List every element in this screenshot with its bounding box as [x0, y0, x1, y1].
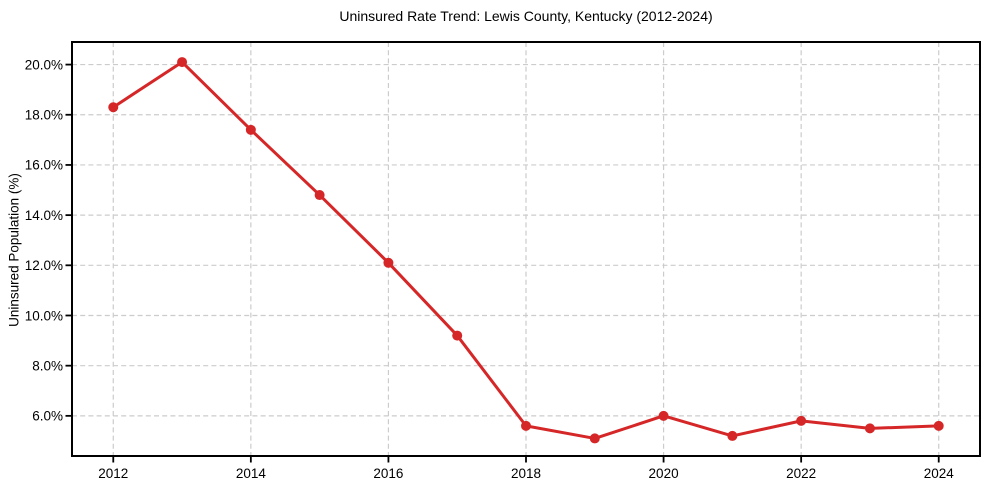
x-tick-label: 2014	[236, 466, 267, 481]
data-point-2013	[177, 57, 188, 68]
data-point-2012	[108, 102, 119, 113]
x-tick-label: 2024	[924, 466, 955, 481]
data-point-2015	[314, 190, 325, 201]
data-point-2022	[796, 415, 807, 426]
y-tick-label: 16.0%	[25, 158, 63, 173]
data-point-2021	[727, 430, 738, 441]
y-tick-label: 6.0%	[32, 409, 63, 424]
data-point-2020	[658, 410, 669, 421]
x-tick-label: 2020	[649, 466, 679, 481]
y-tick-label: 8.0%	[32, 358, 63, 373]
data-point-2016	[383, 257, 394, 268]
chart-title: Uninsured Rate Trend: Lewis County, Kent…	[339, 8, 713, 24]
data-point-2019	[589, 433, 600, 444]
y-tick-label: 12.0%	[25, 258, 63, 273]
x-tick-label: 2018	[511, 466, 541, 481]
data-point-2024	[933, 420, 944, 431]
y-tick-label: 18.0%	[25, 108, 63, 123]
y-tick-label: 14.0%	[25, 208, 63, 223]
x-tick-label: 2016	[373, 466, 403, 481]
data-point-2023	[864, 423, 875, 434]
y-tick-label: 10.0%	[25, 308, 63, 323]
data-point-2018	[521, 420, 531, 431]
x-tick-label: 2012	[98, 466, 128, 481]
y-tick-label: 20.0%	[25, 57, 63, 72]
plot-frame	[71, 41, 981, 457]
data-point-2014	[245, 124, 256, 135]
x-tick-label: 2022	[786, 466, 816, 481]
data-point-2017	[452, 330, 463, 341]
